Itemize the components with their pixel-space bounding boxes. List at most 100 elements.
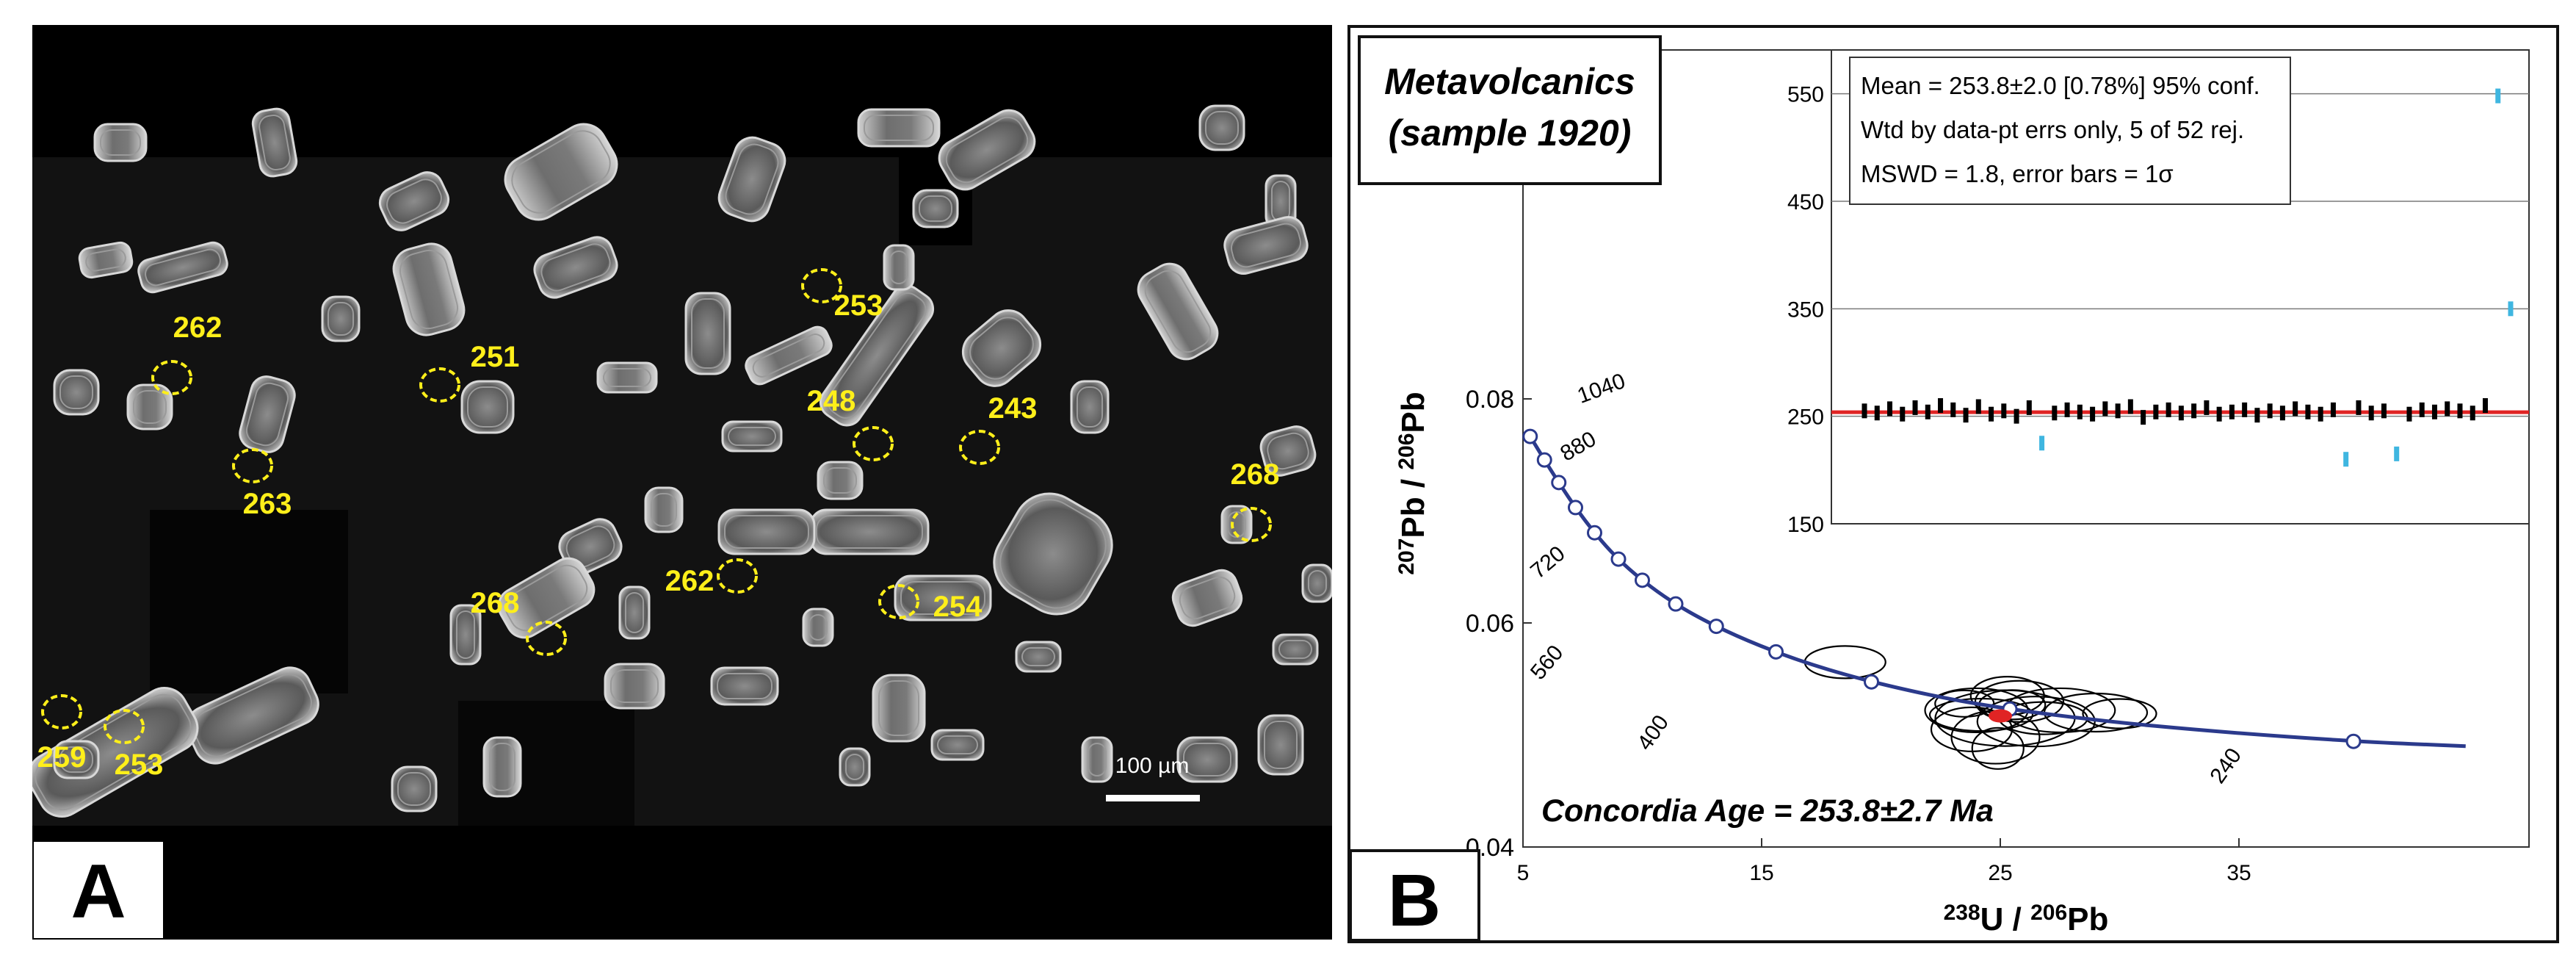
accepted-age-bar	[2318, 406, 2323, 422]
rejected-age-bar	[2343, 452, 2349, 467]
sample-title-line-2: (sample 1920)	[1389, 112, 1632, 154]
accepted-age-bar	[1938, 398, 1944, 414]
scale-bar: 100 µm	[1106, 754, 1200, 801]
zircon-crystal	[809, 508, 930, 555]
zircon-crystal	[504, 123, 618, 221]
zircon-crystal	[938, 109, 1036, 191]
y-tick-label: 0.08	[1466, 386, 1514, 414]
accepted-age-bar	[2001, 403, 2007, 419]
zircon-crystal	[533, 236, 618, 299]
analysis-spot	[878, 584, 919, 619]
accepted-age-bar	[2457, 403, 2463, 419]
zircon-crystal	[883, 244, 915, 291]
panel-b-letter: B	[1388, 859, 1441, 940]
zircon-crystal	[126, 383, 173, 430]
zircon-crystal	[912, 189, 959, 228]
accepted-age-bar	[2368, 405, 2374, 421]
zircon-crystal	[1257, 714, 1304, 776]
stats-box	[1849, 57, 2291, 205]
zircon-crystal	[53, 740, 100, 779]
spot-age-label: 268	[471, 587, 520, 619]
x-tick-label: 35	[2226, 861, 2251, 885]
zircon-crystal	[1176, 736, 1238, 783]
error-ellipse	[1971, 727, 2025, 770]
zircon-crystal	[392, 242, 466, 336]
zircon-crystal	[1081, 736, 1113, 783]
accepted-age-bar	[2406, 406, 2412, 422]
inset-y-tick-label: 550	[1787, 83, 1824, 107]
accepted-age-bar	[1975, 399, 1981, 414]
x-tick-label: 15	[1749, 861, 1773, 885]
accepted-age-bar	[2419, 402, 2425, 417]
concordia-age-marker	[1551, 475, 1567, 491]
accepted-age-bar	[2115, 403, 2121, 419]
accepted-age-bar	[2293, 401, 2298, 417]
accepted-age-bar	[2242, 402, 2248, 417]
accepted-age-bar	[2127, 399, 2133, 414]
zircon-crystal	[78, 241, 134, 279]
accepted-age-bar	[2052, 405, 2058, 421]
analysis-spots: 262 251 253 248 243 268 263 262 254 268 259 253	[37, 268, 1280, 781]
spot-age-label: 262	[173, 311, 222, 344]
zircon-crystal	[618, 585, 651, 640]
spot-age-label: 251	[471, 341, 520, 373]
inset-y-tick-label: 250	[1787, 405, 1824, 430]
concordia-age-marker	[1864, 674, 1879, 690]
concordia-age-marker	[2345, 733, 2362, 749]
scale-bar-line	[1106, 795, 1200, 801]
rejected-age-bar	[2039, 436, 2045, 451]
concordia-age-marker	[1536, 452, 1552, 468]
analysis-spot	[717, 558, 758, 594]
zircon-crystal	[872, 674, 926, 743]
spot-age-label: 248	[807, 385, 856, 417]
concordia-age-marker	[1768, 644, 1784, 660]
accepted-age-bar	[2470, 405, 2475, 421]
zircon-crystal	[93, 123, 148, 162]
zircon-crystal	[993, 492, 1113, 616]
accepted-age-bar	[2431, 404, 2437, 419]
spot-age-label: 263	[243, 488, 292, 520]
accepted-age-bar	[1900, 406, 1906, 422]
zircon-crystal	[1015, 641, 1062, 673]
accepted-age-bar	[2229, 404, 2235, 419]
weighted-mean-inset: 150 250 350 450 550 Mean = 253.8±2.0 [0.78%]…	[1787, 49, 2530, 537]
analysis-spot	[232, 448, 273, 483]
zircon-crystal	[482, 736, 522, 798]
accepted-age-bar	[2279, 405, 2285, 421]
zircon-crystal	[378, 171, 450, 231]
zircon-crystal	[32, 687, 199, 818]
zircon-crystal	[1259, 425, 1317, 477]
zircon-crystal	[321, 295, 361, 342]
zircon-crystal	[930, 729, 985, 761]
accepted-age-bar	[2254, 408, 2260, 423]
zircon-crystal	[857, 108, 941, 148]
accepted-age-bar	[1862, 403, 1867, 419]
zircon-crystal	[1070, 380, 1110, 434]
spot-age-label: 268	[1231, 458, 1280, 491]
zircon-crystal	[460, 380, 515, 434]
analysis-spot	[1231, 507, 1272, 542]
accepted-age-bar	[2356, 400, 2362, 415]
zircon-crystal	[53, 369, 100, 416]
zircon-crystal	[717, 136, 786, 223]
accepted-age-bar	[1950, 402, 1956, 417]
accepted-age-bar	[2330, 402, 2336, 417]
accepted-age-bar	[1963, 408, 1969, 423]
zircon-crystal	[1220, 505, 1253, 544]
zircon-crystal	[802, 608, 834, 647]
analysis-spot	[104, 709, 145, 744]
accepted-age-bar	[2026, 400, 2032, 415]
concordia-age-marker	[1668, 596, 1684, 612]
zircon-crystal	[1198, 104, 1245, 151]
panel-a-cathodoluminescence-image: 262 251 253 248 243 268 263 262 254 268 259 253 100…	[32, 25, 1332, 940]
accepted-age-bar	[2305, 404, 2311, 419]
panel-b-concordia-diagram: 150 250 350 450 550 Mean = 253.8±2.0 [0.78%]…	[1347, 25, 2559, 943]
analysis-spot	[41, 694, 82, 729]
concordia-age-point	[1989, 709, 2012, 723]
analysis-spot	[801, 268, 842, 303]
accepted-age-bar	[2267, 403, 2273, 419]
analysis-spot	[526, 621, 567, 656]
zircon-crystal	[391, 765, 438, 812]
zircon-crystals	[32, 104, 1332, 818]
zircon-crystal	[251, 107, 298, 178]
